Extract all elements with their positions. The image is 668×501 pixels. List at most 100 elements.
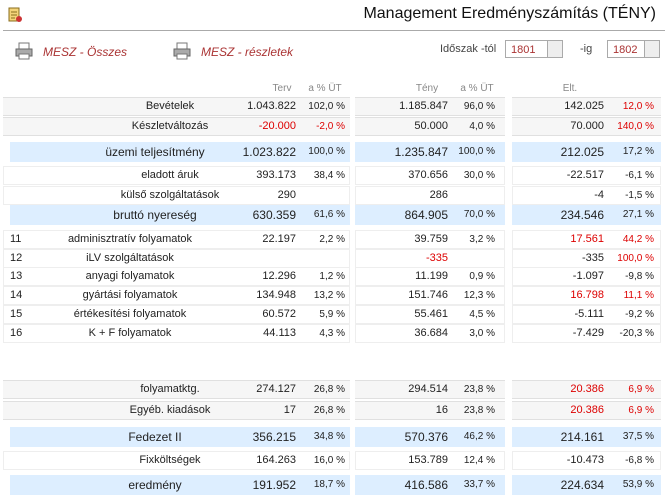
row-background [3, 379, 350, 399]
row-label: Bevételek [145, 99, 195, 112]
select-arrow[interactable] [547, 41, 562, 57]
table-cell: 16.798 [570, 288, 604, 301]
table-cell: 100,0 % [617, 252, 654, 264]
page-title: Management Eredményszámítás (TÉNY) [363, 5, 656, 22]
table-cell: 2,2 % [319, 233, 345, 245]
table-cell: 11.199 [415, 269, 448, 282]
table-cell: 286 [429, 188, 448, 201]
row-background [355, 379, 505, 399]
table-row: folyamatktg. 274.127 26,8 % 294.514 23,8 % 20… [0, 379, 668, 399]
table-cell: 5,9 % [319, 308, 345, 320]
row-background [512, 450, 661, 470]
table-cell: 212.025 [560, 145, 604, 159]
table-cell: 134.948 [256, 288, 296, 301]
table-cell: 4,3 % [319, 327, 345, 339]
column-header: a % ÜT [460, 83, 494, 94]
table-cell: 53,9 % [622, 479, 654, 490]
table-row: 12 iLV szolgáltatások -335 -335 100,0 % [0, 248, 668, 268]
period-label: Időszak -tól [440, 43, 497, 55]
row-background [355, 205, 505, 225]
table-cell: 153.789 [408, 453, 448, 466]
select-arrow[interactable] [644, 41, 659, 57]
row-background [512, 304, 661, 324]
table-cell: 26,8 % [313, 383, 345, 395]
row-label: értékesítési folyamatok [73, 307, 187, 320]
row-background [512, 185, 661, 205]
row-label: Fedezet II [128, 430, 182, 444]
row-background [512, 116, 661, 136]
row-background [355, 427, 505, 447]
table-cell: 12,3 % [463, 289, 495, 301]
table-cell: 6,9 % [628, 383, 654, 395]
row-background [10, 205, 350, 225]
table-cell: 46,2 % [463, 431, 495, 442]
table-cell: 416.586 [404, 478, 448, 492]
table-cell: 1.043.822 [247, 99, 296, 112]
row-background [355, 400, 505, 420]
table-cell: 290 [277, 188, 296, 201]
row-number: 12 [10, 251, 23, 264]
link[interactable]: MESZ - Összes [43, 45, 128, 59]
row-background [3, 304, 350, 324]
table-cell: 3,0 % [469, 327, 495, 339]
table-cell: 6,9 % [628, 404, 654, 416]
table-cell: -20,3 % [619, 327, 654, 339]
table-cell: 100,0 % [308, 146, 345, 157]
row-number: 13 [10, 269, 23, 282]
table-cell: 274.127 [256, 382, 296, 395]
table-cell: 36.684 [414, 326, 448, 339]
table-cell: 12.296 [262, 269, 296, 282]
table-cell: 1.023.822 [242, 145, 296, 159]
print-icon[interactable] [173, 42, 191, 60]
table-cell: 70,0 % [463, 209, 495, 220]
print-icon[interactable] [15, 42, 33, 60]
row-background [3, 165, 350, 185]
table-row: külső szolgáltatások 290 286 -4 -1,5 % [0, 185, 668, 205]
table-cell: 70.000 [570, 119, 604, 132]
table-cell: -6,8 % [625, 454, 654, 466]
table-cell: 34,8 % [313, 431, 345, 442]
link[interactable]: MESZ - részletek [201, 45, 294, 59]
table-cell: 96,0 % [463, 100, 495, 112]
row-background [3, 266, 350, 286]
row-background [355, 165, 505, 185]
table-row: eladott áruk 393.173 38,4 % 370.656 30,0 % -2… [0, 165, 668, 185]
table-cell: -4 [594, 188, 604, 201]
table-row: üzemi teljesítmény 1.023.822 100,0 % 1.235.… [0, 142, 668, 162]
table-cell: 356.215 [252, 430, 296, 444]
table-cell: 13,2 % [313, 289, 345, 301]
table-row: 15 értékesítési folyamatok 60.572 5,9 % 55.4… [0, 304, 668, 324]
row-label: gyártási folyamatok [82, 288, 178, 301]
row-background [10, 475, 350, 495]
row-background [512, 96, 661, 116]
table-cell: -10.473 [566, 453, 604, 466]
row-background [3, 229, 350, 249]
table-cell: 17,2 % [622, 146, 654, 157]
row-background [355, 285, 505, 305]
table-cell: 55.461 [414, 307, 448, 320]
row-background [10, 142, 350, 162]
select-from[interactable]: 1801 [505, 40, 563, 58]
row-background [10, 427, 350, 447]
table-cell: 61,6 % [313, 209, 345, 220]
row-background [355, 323, 505, 343]
table-cell: -335 [425, 251, 448, 264]
table-cell: 294.514 [408, 382, 448, 395]
row-background [512, 400, 661, 420]
table-cell: 60.572 [262, 307, 296, 320]
row-label: külső szolgáltatások [120, 188, 220, 201]
row-label: adminisztratív folyamatok [67, 232, 193, 245]
row-number: 16 [10, 326, 23, 339]
table-cell: 39.759 [414, 232, 448, 245]
table-cell: -1,5 % [625, 189, 654, 201]
table-cell: 33,7 % [463, 479, 495, 490]
table-row: 14 gyártási folyamatok 134.948 13,2 % 151.74… [0, 285, 668, 305]
row-background [512, 285, 661, 305]
app-icon [8, 7, 22, 22]
table-cell: 18,7 % [313, 479, 345, 490]
select-value: 1801 [511, 44, 536, 56]
column-header: a % ÜT [308, 83, 342, 94]
row-number: 15 [10, 307, 23, 320]
select-to[interactable]: 1802 [607, 40, 660, 58]
table-cell: 23,8 % [463, 383, 495, 395]
